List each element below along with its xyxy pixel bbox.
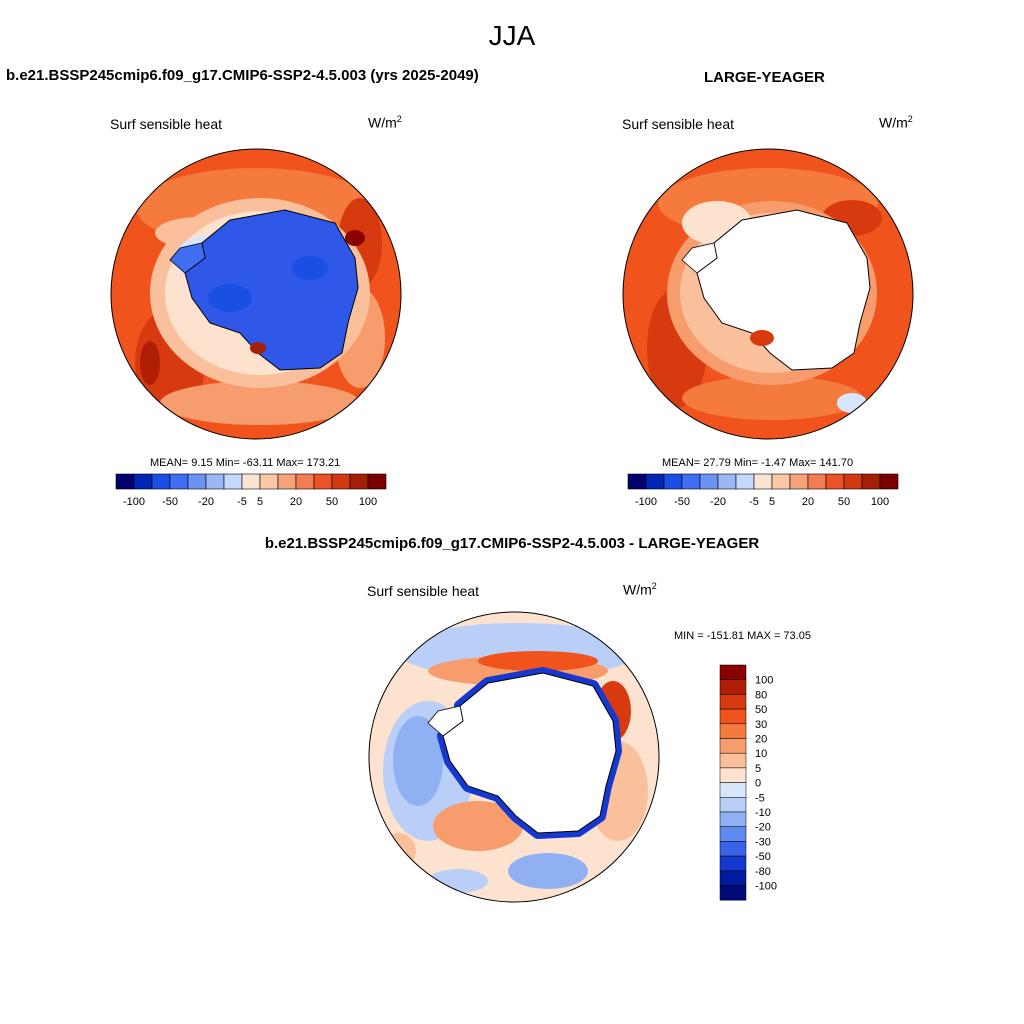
colorbar-swatch bbox=[681, 473, 701, 490]
panel1-map bbox=[110, 148, 402, 440]
colorbar-swatch bbox=[349, 473, 369, 490]
colorbar-swatch bbox=[843, 473, 863, 490]
colorbar-swatch bbox=[115, 473, 135, 490]
colorbar-label: 50 bbox=[755, 704, 767, 716]
colorbar-swatch bbox=[719, 855, 747, 872]
colorbar-swatch bbox=[719, 885, 747, 901]
colorbar-swatch bbox=[313, 473, 333, 490]
colorbar-label: 100 bbox=[755, 675, 773, 687]
colorbar-swatch bbox=[719, 723, 747, 739]
colorbar-swatch bbox=[187, 473, 207, 490]
colorbar-swatch bbox=[663, 473, 683, 490]
colorbar-swatch bbox=[753, 473, 773, 490]
panel3-map bbox=[368, 611, 660, 903]
colorbar-label: 30 bbox=[755, 719, 767, 731]
colorbar-label: -50 bbox=[162, 496, 178, 508]
colorbar-swatch bbox=[719, 708, 747, 725]
colorbar-label: -10 bbox=[755, 807, 771, 819]
colorbar-label: -30 bbox=[755, 836, 771, 848]
colorbar-swatch bbox=[699, 473, 719, 490]
colorbar-swatch bbox=[367, 473, 387, 490]
colorbar-label: 50 bbox=[838, 496, 850, 508]
colorbar-label: 0 bbox=[755, 778, 761, 790]
colorbar-swatch bbox=[771, 473, 791, 490]
colorbar-swatch bbox=[295, 473, 315, 490]
colorbar-label: 20 bbox=[802, 496, 814, 508]
colorbar-swatch bbox=[719, 870, 747, 886]
colorbar-label: -20 bbox=[710, 496, 726, 508]
panel2-colorbar: -100 -50 -20 -5 5 20 50 100 bbox=[627, 473, 899, 508]
colorbar-label: -50 bbox=[674, 496, 690, 508]
colorbar-swatch bbox=[719, 782, 747, 798]
colorbar-swatch bbox=[717, 473, 737, 490]
colorbar-swatch bbox=[861, 473, 881, 490]
colorbar-swatch bbox=[133, 473, 153, 490]
colorbar-swatch bbox=[719, 811, 747, 827]
colorbar-swatch bbox=[719, 767, 747, 783]
panel2-variable: Surf sensible heat bbox=[622, 116, 735, 132]
colorbar-swatch bbox=[719, 694, 747, 710]
colorbar-label: -100 bbox=[755, 881, 777, 893]
colorbar-label: 5 bbox=[257, 496, 263, 508]
colorbar-swatch bbox=[879, 473, 899, 490]
panel1-stats: MEAN= 9.15 Min= -63.11 Max= 173.21 bbox=[150, 457, 341, 469]
colorbar-swatch bbox=[789, 473, 809, 490]
colorbar-swatch bbox=[719, 752, 747, 769]
colorbar-label: 100 bbox=[871, 496, 889, 508]
colorbar-label: -5 bbox=[749, 496, 759, 508]
panel2-stats: MEAN= 27.79 Min= -1.47 Max= 141.70 bbox=[662, 457, 854, 469]
colorbar-label: 100 bbox=[359, 496, 377, 508]
panel1-units: W/m2 bbox=[368, 114, 402, 131]
colorbar-swatch bbox=[277, 473, 297, 490]
colorbar-label: 20 bbox=[755, 734, 767, 746]
colorbar-swatch bbox=[151, 473, 171, 490]
colorbar-label: 50 bbox=[326, 496, 338, 508]
colorbar-swatch bbox=[169, 473, 189, 490]
colorbar-swatch bbox=[719, 797, 747, 813]
colorbar-swatch bbox=[645, 473, 665, 490]
panel1-colorbar: -100 -50 -20 -5 5 20 50 100 bbox=[115, 473, 387, 508]
colorbar-swatch bbox=[719, 664, 747, 680]
colorbar-swatch bbox=[825, 473, 845, 490]
colorbar-label: 10 bbox=[755, 748, 767, 760]
colorbar-label: -20 bbox=[755, 822, 771, 834]
colorbar-swatch bbox=[719, 841, 747, 857]
panel3-variable: Surf sensible heat bbox=[367, 583, 480, 599]
colorbar-label: 5 bbox=[769, 496, 775, 508]
colorbar-swatch bbox=[719, 738, 747, 754]
panel3-units: W/m2 bbox=[623, 581, 657, 598]
colorbar-swatch bbox=[259, 473, 279, 490]
colorbar-swatch bbox=[331, 473, 351, 490]
colorbar-swatch bbox=[241, 473, 261, 490]
colorbar-swatch bbox=[223, 473, 243, 490]
colorbar-label: -100 bbox=[635, 496, 657, 508]
panel1-variable: Surf sensible heat bbox=[110, 116, 223, 132]
colorbar-label: 5 bbox=[755, 763, 761, 775]
colorbar-label: -50 bbox=[755, 851, 771, 863]
panel2-title: LARGE-YEAGER bbox=[704, 69, 825, 86]
colorbar-swatch bbox=[807, 473, 827, 490]
colorbar-swatch bbox=[719, 826, 747, 842]
panel3-stats: MIN = -151.81 MAX = 73.05 bbox=[674, 630, 811, 642]
colorbar-label: 80 bbox=[755, 689, 767, 701]
colorbar-label: -5 bbox=[237, 496, 247, 508]
panel2-units: W/m2 bbox=[879, 114, 913, 131]
colorbar-label: -100 bbox=[123, 496, 145, 508]
colorbar-label: -5 bbox=[755, 792, 765, 804]
colorbar-label: 20 bbox=[290, 496, 302, 508]
colorbar-swatch bbox=[627, 473, 647, 490]
panel2-map bbox=[622, 148, 914, 440]
colorbar-label: -20 bbox=[198, 496, 214, 508]
panel3-title: b.e21.BSSP245cmip6.f09_g17.CMIP6-SSP2-4.… bbox=[264, 535, 760, 552]
season-title: JJA bbox=[488, 20, 536, 51]
colorbar-swatch bbox=[205, 473, 225, 490]
panel1-title: b.e21.BSSP245cmip6.f09_g17.CMIP6-SSP2-4.… bbox=[6, 67, 479, 84]
colorbar-swatch bbox=[735, 473, 755, 490]
colorbar-label: -80 bbox=[755, 866, 771, 878]
colorbar-swatch bbox=[719, 679, 747, 695]
